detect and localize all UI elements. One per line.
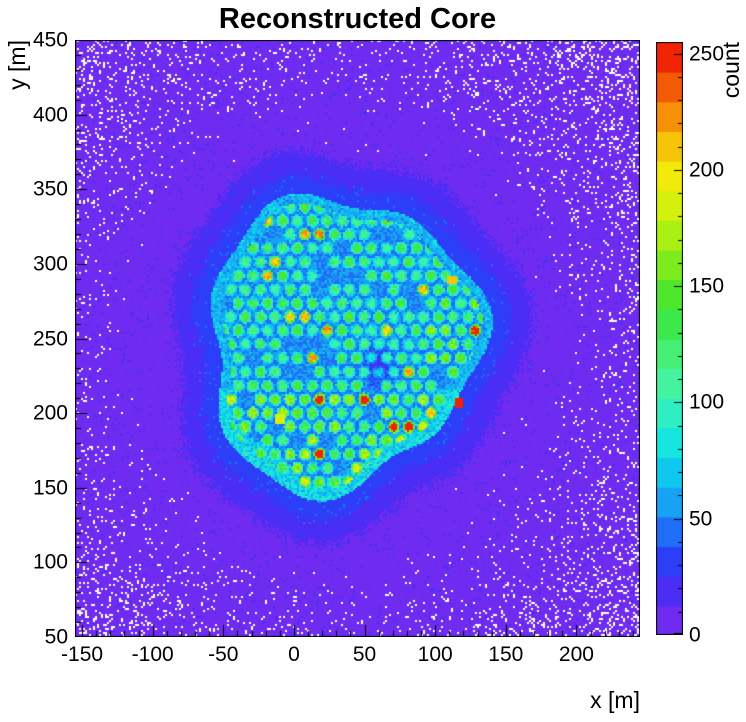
z-tick-label: 0: [689, 623, 701, 647]
x-tick-label: 50: [352, 643, 377, 666]
colorbar: [656, 42, 683, 635]
y-tick-label: 450: [32, 28, 68, 52]
x-tick-label: 100: [417, 643, 453, 666]
z-tick-label: 100: [689, 390, 725, 414]
y-tick-label: 300: [32, 252, 68, 276]
z-tick-label: 50: [689, 507, 713, 531]
x-tick-label: -100: [131, 643, 174, 666]
x-tick-label: 150: [488, 643, 524, 666]
x-tick-label: 200: [558, 643, 594, 666]
z-tick-label: 200: [689, 158, 725, 182]
y-tick-label: 150: [32, 476, 68, 500]
y-tick-label: 350: [32, 177, 68, 201]
y-tick-label: 50: [44, 625, 68, 649]
y-tick-label: 250: [32, 327, 68, 350]
z-tick-label: 250: [689, 42, 725, 66]
y-tick-label: 400: [32, 103, 68, 127]
x-tick-label: 0: [288, 643, 300, 666]
chart-title: Reconstructed Core: [218, 3, 497, 35]
x-axis-title: x [m]: [590, 687, 640, 713]
x-tick-label: -150: [61, 643, 104, 666]
x-tick-label: -50: [208, 643, 239, 666]
y-tick-label: 100: [32, 550, 68, 574]
z-tick-label: 150: [689, 274, 725, 298]
heatmap-plot-area: [75, 40, 640, 637]
y-tick-label: 200: [32, 401, 68, 425]
